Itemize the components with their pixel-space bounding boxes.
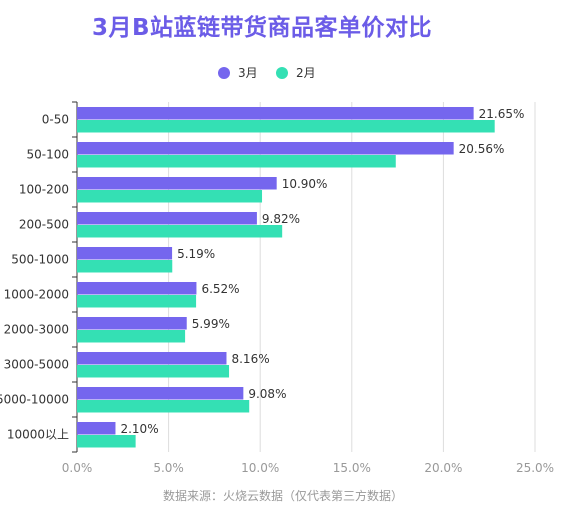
bar-february xyxy=(77,190,263,203)
category-label: 5000-10000 xyxy=(0,393,69,407)
data-label-march: 8.16% xyxy=(231,352,269,366)
bar-march xyxy=(77,212,257,225)
bar-february xyxy=(77,260,173,273)
data-label-march: 9.82% xyxy=(262,212,300,226)
category-label: 50-100 xyxy=(26,148,69,162)
legend-item-february[interactable]: 2月 xyxy=(276,64,316,81)
legend-item-march[interactable]: 3月 xyxy=(218,64,258,81)
category-label: 500-1000 xyxy=(11,253,69,267)
bar-march xyxy=(77,177,277,190)
data-label-march: 6.52% xyxy=(201,282,239,296)
bar-february xyxy=(77,155,396,168)
x-tick-label: 10.0% xyxy=(241,461,279,475)
category-label: 0-50 xyxy=(42,113,69,127)
data-label-march: 5.99% xyxy=(192,317,230,331)
bar-march xyxy=(77,387,244,400)
legend-marker-march xyxy=(218,66,230,79)
legend-label-february: 2月 xyxy=(296,66,316,80)
x-tick-label: 15.0% xyxy=(333,461,371,475)
data-label-march: 21.65% xyxy=(479,107,525,121)
bar-february xyxy=(77,295,197,308)
data-label-march: 10.90% xyxy=(282,177,328,191)
bar-february xyxy=(77,435,136,448)
bar-february xyxy=(77,225,283,238)
legend: 3月 2月 xyxy=(0,64,566,84)
category-label: 100-200 xyxy=(19,183,69,197)
x-tick-label: 5.0% xyxy=(153,461,184,475)
x-tick-label: 0.0% xyxy=(62,461,93,475)
legend-label-march: 3月 xyxy=(238,66,258,80)
data-source-note: 数据来源：火烧云数据（仅代表第三方数据） xyxy=(162,489,403,503)
bar-march xyxy=(77,107,474,120)
bar-february xyxy=(77,400,250,413)
x-tick-label: 20.0% xyxy=(424,461,462,475)
category-label: 1000-2000 xyxy=(4,288,69,302)
bar-february xyxy=(77,330,186,343)
bar-february xyxy=(77,365,230,378)
x-tick-label: 25.0% xyxy=(516,461,554,475)
category-label: 2000-3000 xyxy=(4,323,69,337)
category-label: 10000以上 xyxy=(7,428,69,442)
category-label: 3000-5000 xyxy=(4,358,69,372)
bar-march xyxy=(77,282,197,295)
chart-title: 3月B站蓝链带货商品客单价对比 xyxy=(92,15,433,41)
data-label-march: 5.19% xyxy=(177,247,215,261)
bar-march xyxy=(77,247,173,260)
legend-marker-february xyxy=(276,66,288,79)
bar-march xyxy=(77,317,187,330)
bar-march xyxy=(77,142,454,155)
data-label-march: 2.10% xyxy=(120,422,158,436)
bar-february xyxy=(77,120,495,133)
bar-march xyxy=(77,352,227,365)
data-label-march: 9.08% xyxy=(248,387,286,401)
bar-march xyxy=(77,422,116,435)
category-label: 200-500 xyxy=(19,218,69,232)
data-label-march: 20.56% xyxy=(459,142,505,156)
